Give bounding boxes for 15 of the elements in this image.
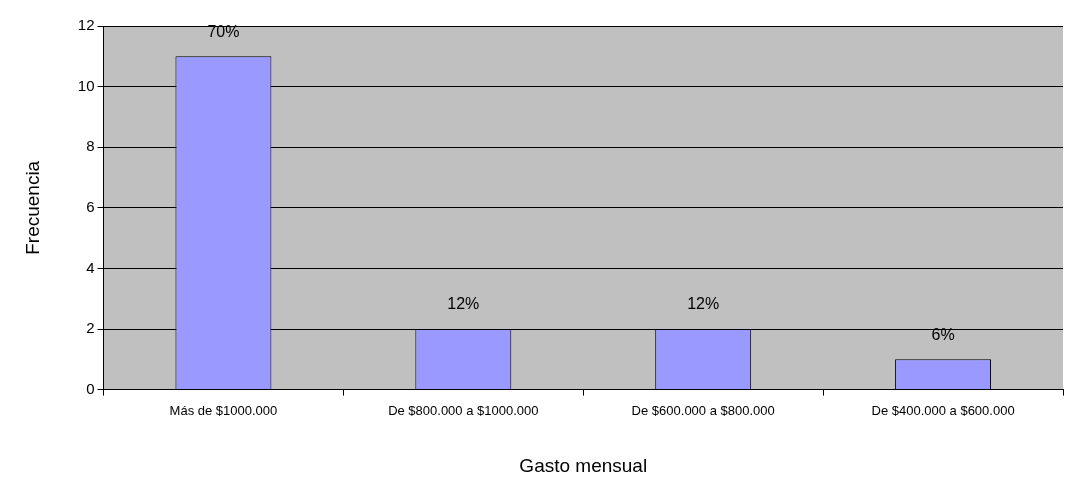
y-tick-label: 6	[86, 197, 95, 215]
y-tick-label: 0	[86, 379, 95, 397]
y-tick-label: 2	[86, 319, 95, 337]
x-tick-label: Más de $1000.000	[169, 402, 278, 418]
annotation: 12%	[447, 295, 480, 313]
y-tick-label: 4	[86, 258, 95, 276]
y-tick-label: 12	[77, 16, 95, 34]
y-tick-label: 8	[86, 137, 95, 155]
x-tick-label: De $800.000 a $1000.000	[388, 402, 539, 418]
x-tick-label: De $600.000 a $800.000	[631, 402, 775, 418]
annotation: 12%	[687, 295, 720, 313]
x-axis-title: Gasto mensual	[519, 454, 648, 476]
y-tick-label: 10	[77, 76, 95, 94]
y-axis-title: Frecuencia	[21, 160, 43, 255]
x-tick-label: De $400.000 a $600.000	[871, 402, 1015, 418]
